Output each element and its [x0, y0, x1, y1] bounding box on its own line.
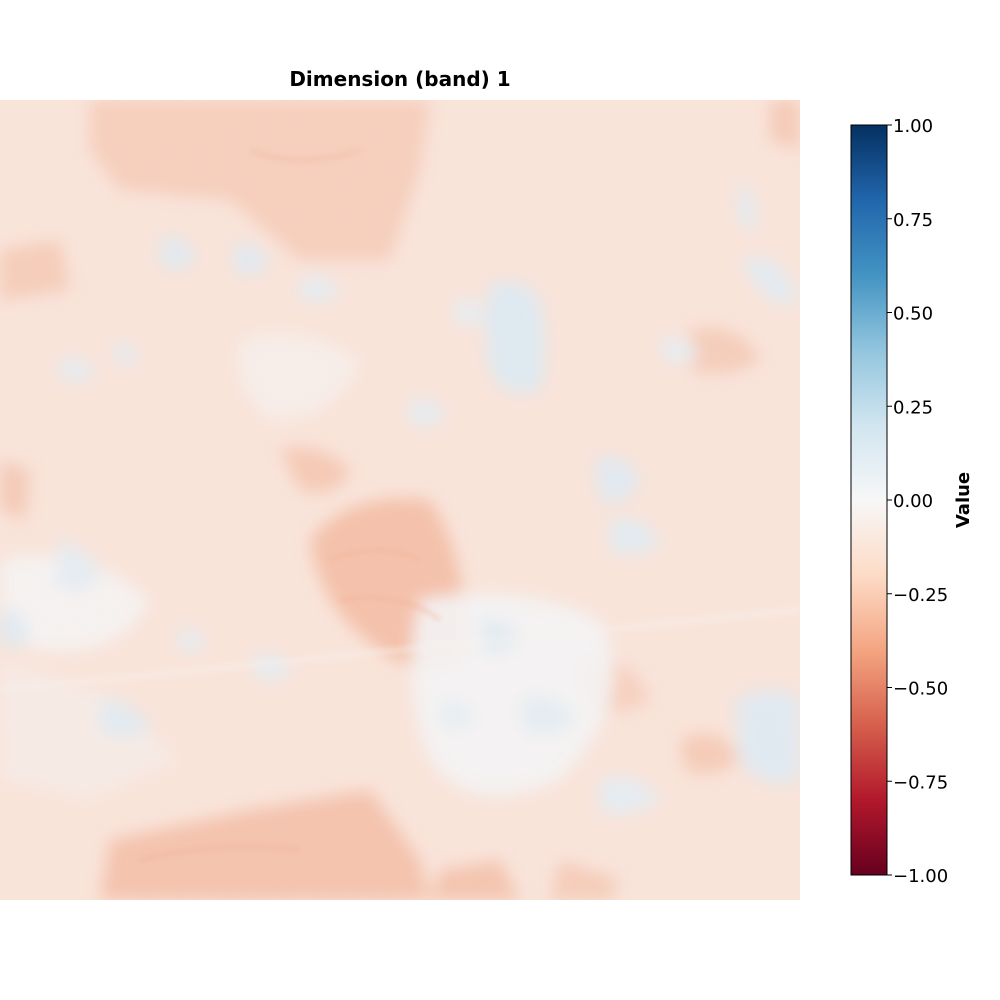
colorbar-gradient: [851, 125, 887, 875]
colorbar-tick-label: 0.50: [893, 304, 933, 325]
colorbar-tick-label: −0.75: [893, 772, 948, 793]
colorbar-tick-label: −0.50: [893, 679, 948, 700]
colorbar: 1.00 0.75 0.50 0.25 0.00 −0.25 −0.50 −0.75 −1.00…: [850, 116, 974, 887]
colorbar-label: Value: [953, 472, 974, 528]
heatmap-image: [0, 100, 800, 900]
chart-title: Dimension (band) 1: [289, 67, 510, 91]
colorbar-tick-label: −1.00: [893, 866, 948, 887]
colorbar-tick-label: 0.00: [893, 491, 933, 512]
colorbar-tick-label: 0.75: [893, 210, 933, 231]
colorbar-tick-label: 0.25: [893, 397, 933, 418]
colorbar-tick-label: 1.00: [893, 116, 933, 137]
colorbar-tick-label: −0.25: [893, 585, 948, 606]
